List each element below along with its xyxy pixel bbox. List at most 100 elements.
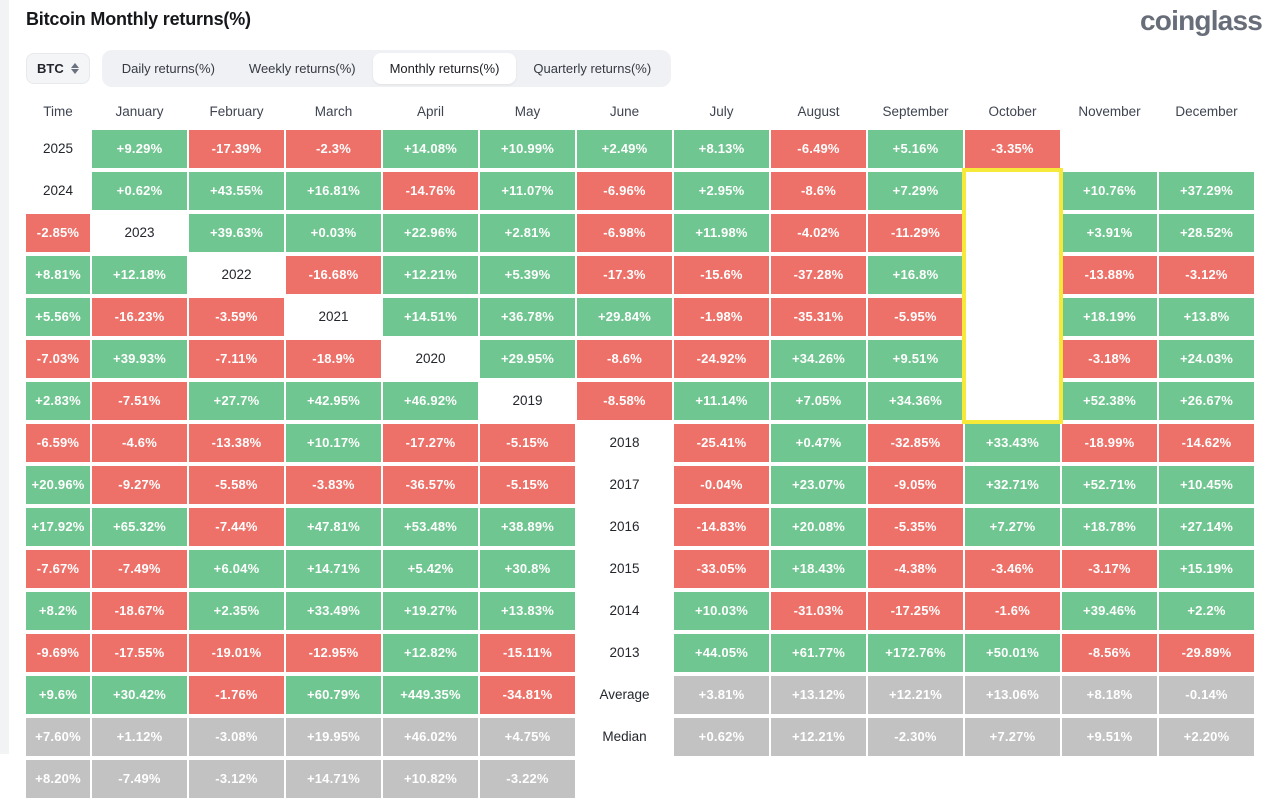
column-header: July [674,98,769,126]
column-header: December [1159,98,1254,126]
symbol-selector[interactable]: BTC [26,53,90,84]
column-header: June [577,98,672,126]
return-cell: -5.95% [868,298,963,336]
return-cell: -9.05% [868,466,963,504]
return-cell: +27.14% [1159,508,1254,546]
return-cell: +39.63% [189,214,284,252]
return-cell: +36.78% [480,298,575,336]
column-header: October [965,98,1060,126]
return-cell: -0.14% [1159,676,1254,714]
return-cell: -14.76% [383,172,478,210]
return-cell: +2.2% [1159,592,1254,630]
return-cell: +37.29% [1159,172,1254,210]
return-cell: +34.26% [771,340,866,378]
return-cell: +27.7% [189,382,284,420]
return-cell: +14.71% [286,550,381,588]
column-header: May [480,98,575,126]
return-cell: +5.42% [383,550,478,588]
column-header: March [286,98,381,126]
return-cell: +20.96% [26,466,90,504]
page-edge-gutter [0,0,9,754]
return-cell: -17.27% [383,424,478,462]
return-cell: +2.20% [1159,718,1254,756]
return-cell: -17.3% [577,256,672,294]
return-cell: -7.49% [92,550,187,588]
return-cell: +7.60% [26,718,90,756]
return-cell: -33.05% [674,550,769,588]
return-cell: +16.81% [286,172,381,210]
return-cell: +12.82% [383,634,478,672]
return-cell: +53.48% [383,508,478,546]
return-cell: +39.46% [1062,592,1157,630]
return-cell: -6.49% [771,130,866,168]
return-cell: +22.96% [383,214,478,252]
row-label: 2022 [189,256,284,294]
controls-bar: BTC Daily returns(%) Weekly returns(%) M… [26,50,1262,87]
return-cell: +52.71% [1062,466,1157,504]
return-cell: +0.47% [771,424,866,462]
return-cell: +42.95% [286,382,381,420]
topbar: Bitcoin Monthly returns(%) coinglass [26,6,1262,37]
return-cell: -7.03% [26,340,90,378]
column-header: November [1062,98,1157,126]
return-cell: +60.79% [286,676,381,714]
row-label: 2016 [577,508,672,546]
return-cell: +13.8% [1159,298,1254,336]
return-cell: -3.59% [189,298,284,336]
return-cell: +11.07% [480,172,575,210]
tab-daily-returns[interactable]: Daily returns(%) [105,53,232,84]
return-cell: +33.49% [286,592,381,630]
return-cell: -8.56% [1062,634,1157,672]
return-cell: +20.08% [771,508,866,546]
return-cell: -34.81% [480,676,575,714]
return-cell: +449.35% [383,676,478,714]
return-cell: +46.92% [383,382,478,420]
row-label: 2024 [26,172,90,210]
row-label: 2018 [577,424,672,462]
return-cell: +10.82% [383,760,478,798]
return-cell: +34.36% [868,382,963,420]
return-cell: +2.83% [26,382,90,420]
return-cell: +29.84% [577,298,672,336]
row-label: Average [577,676,672,714]
return-cell: +52.38% [1062,382,1157,420]
return-cell: -5.15% [480,466,575,504]
tab-weekly-returns[interactable]: Weekly returns(%) [232,53,373,84]
return-cell: -6.96% [577,172,672,210]
return-cell: -1.6% [965,592,1060,630]
return-cell [1159,130,1254,168]
row-label: 2013 [577,634,672,672]
row-label: 2019 [480,382,575,420]
return-cell: +4.75% [480,718,575,756]
tab-quarterly-returns[interactable]: Quarterly returns(%) [516,53,668,84]
return-cell: +13.83% [480,592,575,630]
return-cell: -3.08% [189,718,284,756]
return-cell: -8.58% [577,382,672,420]
return-cell: +13.06% [965,676,1060,714]
return-cell: +38.89% [480,508,575,546]
return-cell: +18.19% [1062,298,1157,336]
return-cell: -4.38% [868,550,963,588]
return-cell: -37.28% [771,256,866,294]
time-column-header: Time [26,98,90,126]
tab-monthly-returns[interactable]: Monthly returns(%) [373,53,517,84]
return-cell: -7.51% [92,382,187,420]
return-cell: +11.98% [674,214,769,252]
return-cell: +8.13% [674,130,769,168]
return-cell: -35.31% [771,298,866,336]
return-cell: +43.55% [189,172,284,210]
return-cell: +10.99% [480,130,575,168]
return-cell: +10.03% [674,592,769,630]
return-cell: -29.89% [1159,634,1254,672]
column-header: August [771,98,866,126]
return-cell: -9.69% [26,634,90,672]
return-cell: -31.03% [771,592,866,630]
return-cell: -16.23% [92,298,187,336]
return-cell: +12.21% [771,718,866,756]
return-cell: +7.05% [771,382,866,420]
return-cell: +10.45% [1159,466,1254,504]
return-cell: -3.35% [965,130,1060,168]
return-cell: -5.35% [868,508,963,546]
return-cell: +8.20% [26,760,90,798]
